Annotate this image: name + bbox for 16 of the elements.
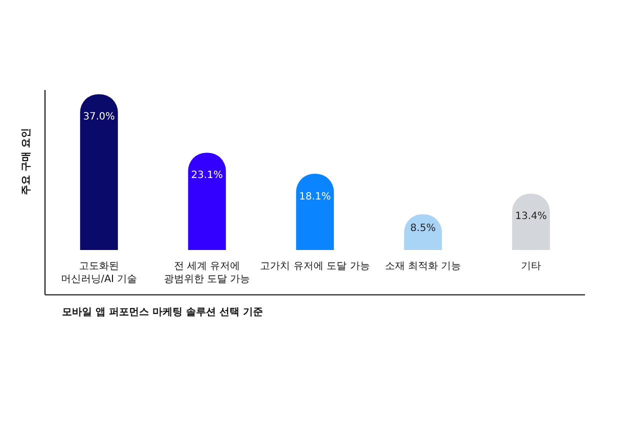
- x-tick-label: 전 세계 유저에 광범위한 도달 가능: [164, 261, 250, 285]
- data-label: 23.1%: [191, 170, 223, 182]
- data-label: 8.5%: [410, 222, 436, 234]
- x-tick-label: 기타: [521, 261, 541, 272]
- bar: [80, 94, 118, 250]
- bar: [188, 152, 226, 250]
- data-label: 13.4%: [515, 211, 547, 222]
- data-label: 18.1%: [299, 191, 331, 202]
- x-axis-title: 모바일 앱 퍼포먼스 마케팅 솔루션 선택 기준: [62, 307, 263, 318]
- x-tick-label: 고도화된 머신러닝/AI 기술: [60, 261, 138, 285]
- x-tick-label: 소재 최적화 기능: [384, 261, 462, 272]
- bar: [512, 194, 550, 250]
- x-tick-label: 고가치 유저에 도달 가능: [260, 261, 370, 272]
- bar: [296, 174, 334, 250]
- data-label: 37.0%: [83, 112, 115, 123]
- y-axis-title: 주요 구매 요인: [21, 128, 32, 196]
